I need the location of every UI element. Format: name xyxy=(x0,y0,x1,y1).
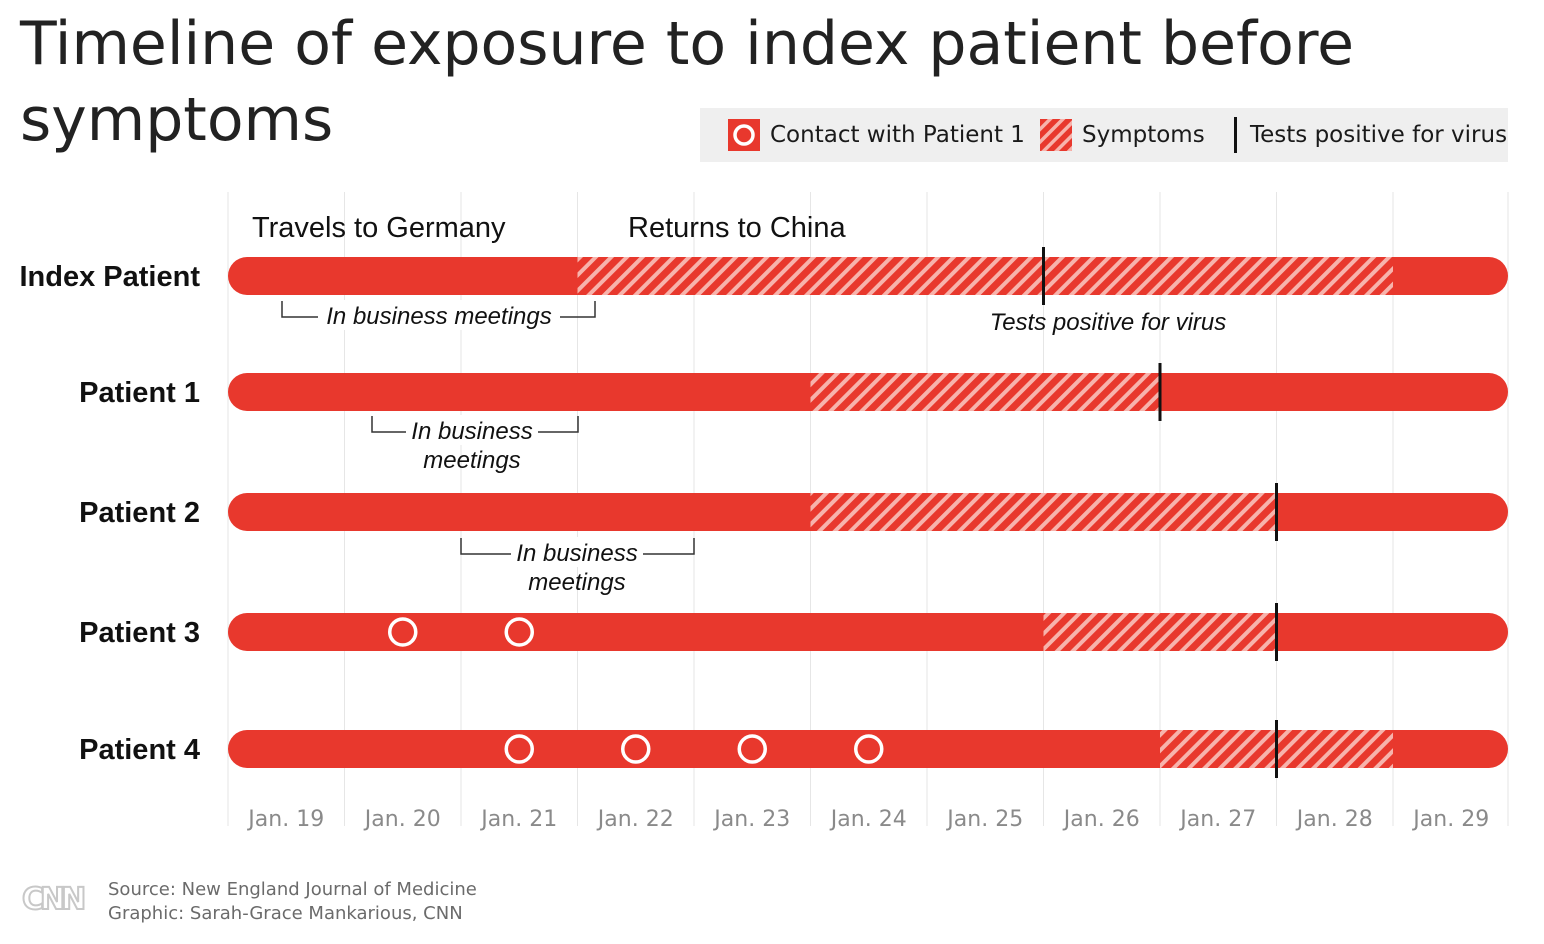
cnn-logo-icon: CNN xyxy=(21,881,89,918)
meeting-label: meetings xyxy=(528,569,625,596)
positive-line-icon xyxy=(1234,117,1237,153)
row-label: Patient 3 xyxy=(79,617,200,649)
timeline-bar xyxy=(228,613,1508,651)
meeting-label-bg xyxy=(511,537,643,567)
legend-item-positive: Tests positive for virus xyxy=(1228,108,1507,162)
row-label: Index Patient xyxy=(20,261,201,293)
symptoms-segment xyxy=(1043,613,1277,651)
x-tick-label: Jan. 27 xyxy=(1178,807,1256,832)
contact-marker xyxy=(504,617,534,647)
hatch-swatch-icon xyxy=(1040,119,1072,151)
meeting-label: In business xyxy=(516,540,637,567)
legend-item-contact: Contact with Patient 1 xyxy=(728,108,1025,162)
meeting-label-bg xyxy=(318,300,560,330)
x-tick-label: Jan. 19 xyxy=(246,807,324,832)
legend-label-contact: Contact with Patient 1 xyxy=(770,122,1025,148)
row-label: Patient 4 xyxy=(79,734,200,766)
row-label: Patient 1 xyxy=(79,377,200,409)
source-note: Source: New England Journal of Medicine xyxy=(108,879,477,900)
contact-marker xyxy=(854,734,884,764)
annotations: Index Patient Patient 1 Patient 2 Patient 3… xyxy=(20,212,1227,766)
contact-marker xyxy=(621,734,651,764)
row-label: Patient 2 xyxy=(79,497,200,529)
positive-test-marker xyxy=(1042,247,1045,305)
bars xyxy=(228,247,1508,778)
x-axis: Jan. 19 Jan. 20 Jan. 21 Jan. 22 Jan. 23 Jan. … xyxy=(246,807,1489,832)
positive-test-marker xyxy=(1275,603,1278,661)
x-tick-label: Jan. 28 xyxy=(1295,807,1373,832)
contact-marker xyxy=(388,617,418,647)
positive-test-marker xyxy=(1275,720,1278,778)
chart-title: Timeline of exposure to index patient be… xyxy=(20,9,1355,155)
svg-text:CNN: CNN xyxy=(22,882,84,917)
symptoms-segment xyxy=(810,493,1277,531)
contact-marker xyxy=(504,734,534,764)
x-tick-label: Jan. 24 xyxy=(829,807,907,832)
legend: Contact with Patient 1 Symptoms Tests po… xyxy=(700,108,1508,162)
credit-note: Graphic: Sarah-Grace Mankarious, CNN xyxy=(108,903,463,924)
positive-test-marker xyxy=(1275,483,1278,541)
symptoms-segment xyxy=(577,257,1393,295)
symptoms-segment xyxy=(810,373,1160,411)
x-tick-label: Jan. 22 xyxy=(596,807,674,832)
x-tick-label: Jan. 20 xyxy=(363,807,441,832)
annotation-tests-positive: Tests positive for virus xyxy=(990,309,1227,336)
legend-label-symptoms: Symptoms xyxy=(1082,122,1205,148)
x-tick-label: Jan. 25 xyxy=(945,807,1023,832)
x-tick-label: Jan. 29 xyxy=(1411,807,1489,832)
contact-circle-icon xyxy=(728,119,760,151)
contact-marker xyxy=(737,734,767,764)
meeting-label-bg xyxy=(406,415,538,445)
meeting-label: In business xyxy=(411,418,532,445)
x-tick-label: Jan. 26 xyxy=(1062,807,1140,832)
meeting-label: meetings xyxy=(423,447,520,474)
legend-label-positive: Tests positive for virus xyxy=(1250,122,1508,148)
meeting-label: In business meetings xyxy=(326,303,551,330)
annotation-returns-to-china: Returns to China xyxy=(628,212,846,244)
legend-item-symptoms: Symptoms xyxy=(1040,108,1205,162)
annotation-travels-to-germany: Travels to Germany xyxy=(252,212,506,244)
x-tick-label: Jan. 23 xyxy=(712,807,790,832)
x-tick-label: Jan. 21 xyxy=(479,807,557,832)
positive-test-marker xyxy=(1158,363,1162,421)
